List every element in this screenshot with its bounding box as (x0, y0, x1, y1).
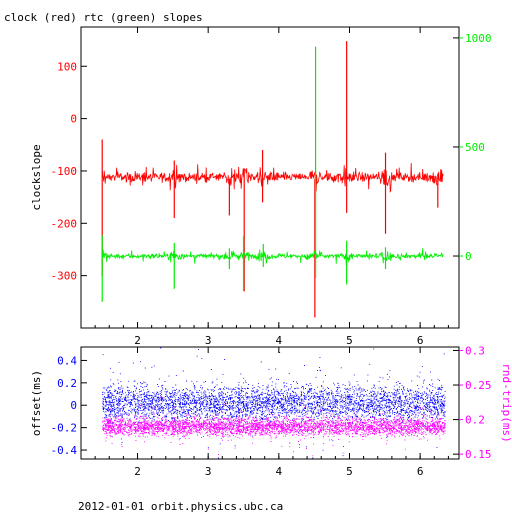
chart-title: clock (red) rtc (green) slopes (4, 11, 203, 24)
x-tick-label: 4 (276, 465, 283, 478)
y-tick-label: 0.2 (57, 377, 77, 390)
y2-tick-label: 500 (465, 141, 485, 154)
footer-caption: 2012-01-01 orbit.physics.ubc.ca (78, 500, 283, 512)
slopes-plot-frame (80, 26, 460, 329)
y-tick-label: -300 (51, 270, 78, 283)
x-tick-label: 3 (205, 465, 212, 478)
offset-panel: offset(ms) rnd-trip(ms) 2 3 4 5 6 0.4 0.2 0 -0.2… (30, 344, 512, 478)
offset-series-group (102, 347, 446, 459)
slopes-y-axis-label: clockslope (30, 144, 43, 210)
y2-tick-label: 0.3 (465, 344, 485, 357)
x-tick-label: 2 (134, 465, 141, 478)
y-tick-label: -100 (51, 165, 78, 178)
y-tick-label: 0 (70, 399, 77, 412)
offset-points (102, 347, 446, 459)
offset-y-axis-label: offset(ms) (30, 370, 43, 436)
y-tick-label: -200 (51, 217, 78, 230)
x-tick-label: 4 (276, 334, 283, 347)
rtc-slope-line (101, 248, 444, 265)
roundtrip-y-axis-label: rnd-trip(ms) (500, 363, 512, 442)
roundtrip-points (102, 397, 446, 459)
offset-axes: 2 3 4 5 6 0.4 0.2 0 -0.2 -0.4 0.3 0.25 0.2 0.15 (51, 344, 492, 478)
slopes-series-group (101, 41, 444, 318)
clock-slope-line (101, 162, 444, 193)
y-tick-label: -0.2 (51, 422, 78, 435)
y2-tick-label: 0.25 (465, 379, 492, 392)
x-tick-label: 3 (205, 334, 212, 347)
y2-tick-label: 0.15 (465, 448, 492, 461)
x-tick-label: 2 (134, 334, 141, 347)
y-tick-label: 100 (57, 60, 77, 73)
y-tick-label: -0.4 (51, 444, 78, 457)
x-tick-label: 6 (417, 334, 424, 347)
y2-tick-label: 0 (465, 250, 472, 263)
y2-tick-label: 1000 (465, 32, 492, 45)
x-tick-label: 6 (417, 465, 424, 478)
y2-tick-label: 0.2 (465, 414, 485, 427)
x-tick-label: 5 (346, 334, 353, 347)
y-tick-label: 0 (70, 113, 77, 126)
x-tick-label: 5 (346, 465, 353, 478)
y-tick-label: 0.4 (57, 354, 77, 367)
offset-plot-frame (80, 346, 460, 460)
